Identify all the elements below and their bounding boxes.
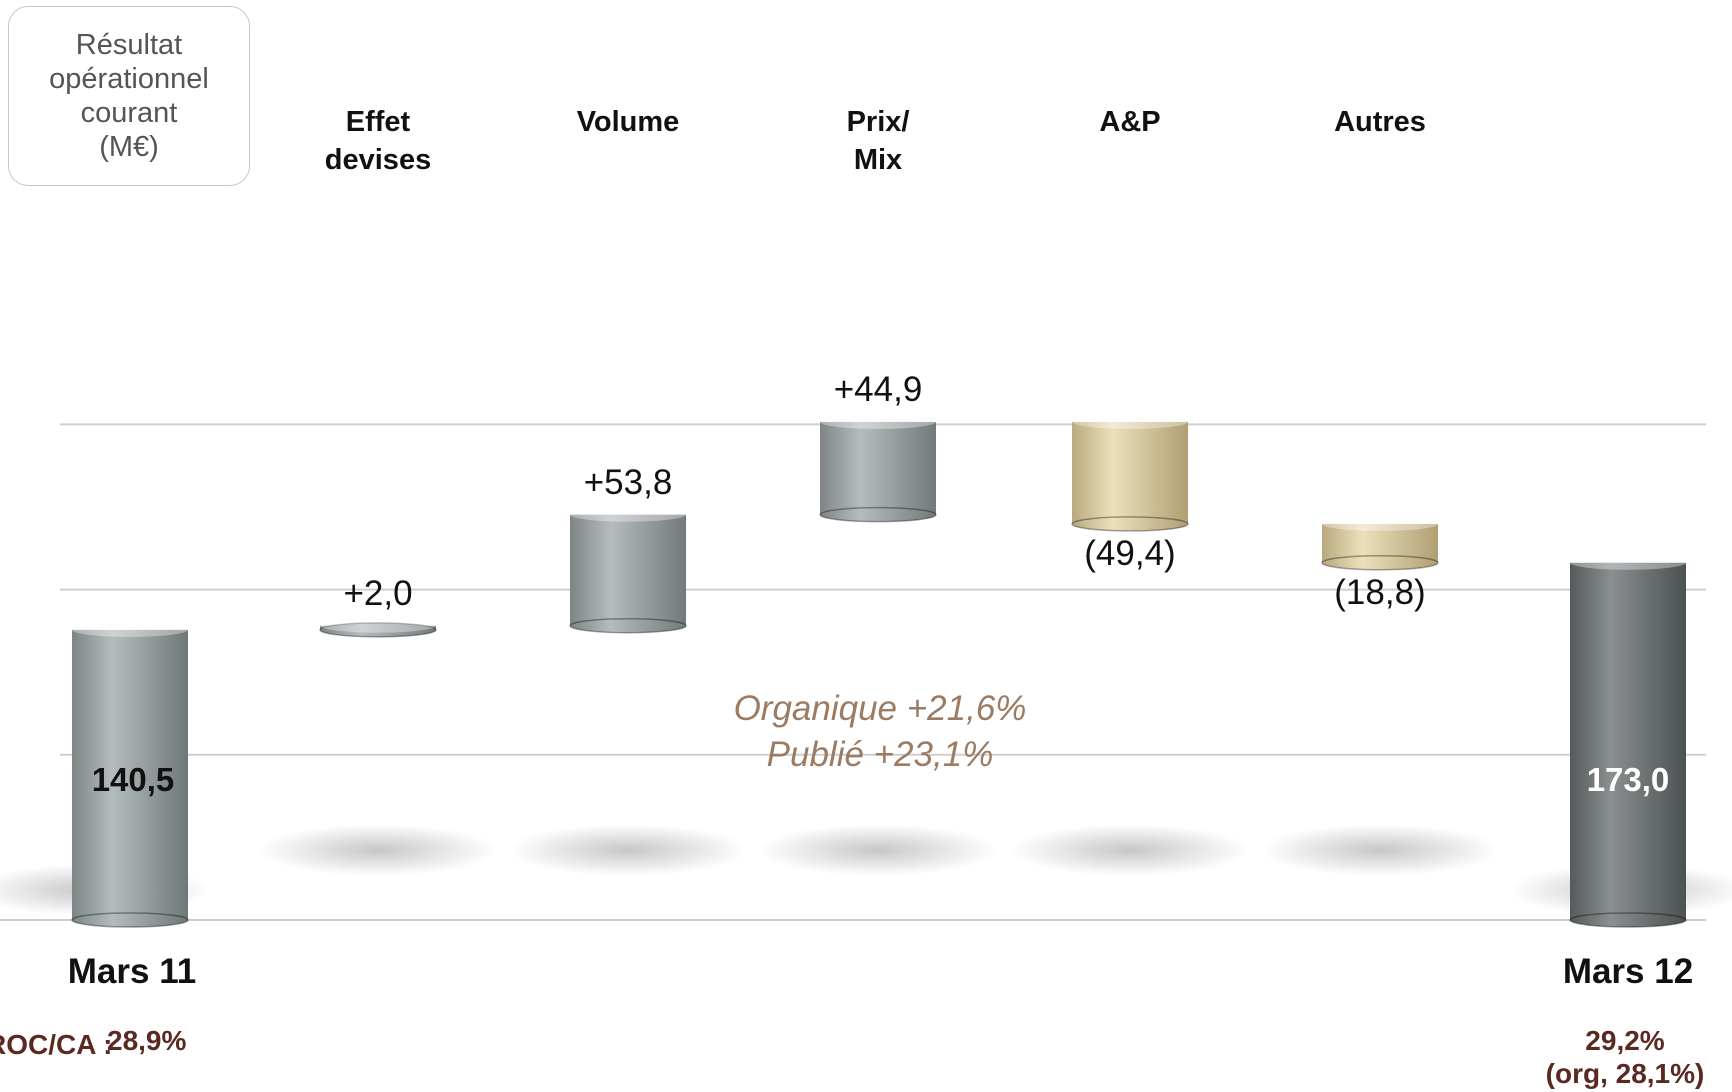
bar-prix-mix bbox=[819, 414, 937, 523]
value-label-volume: +53,8 bbox=[583, 462, 673, 502]
growth-reported: Publié +23,1% bbox=[766, 735, 994, 774]
bar-shadow bbox=[258, 824, 498, 876]
bar-mars-11 bbox=[71, 622, 189, 928]
unit-line-1: Résultat bbox=[75, 29, 183, 61]
category-label-autres: Autres bbox=[1334, 106, 1426, 138]
unit-line-4: (M€) bbox=[99, 131, 159, 163]
bars bbox=[71, 414, 1687, 928]
unit-box: Résultat opérationnel courant (M€) bbox=[8, 6, 250, 186]
category-label-volume: Volume bbox=[576, 106, 680, 138]
category-label-effet-devises: Effet devises bbox=[324, 106, 432, 176]
value-label-a-p: (49,4) bbox=[1084, 533, 1176, 573]
category-label-mars-11: Mars 11 bbox=[67, 952, 197, 991]
category-label-mars-12: Mars 12 bbox=[1562, 952, 1694, 991]
bar-effet-devises bbox=[319, 618, 437, 638]
bar-mars-12 bbox=[1569, 555, 1687, 928]
value-label-autres: (18,8) bbox=[1334, 572, 1426, 612]
ratio-end-organic: (org, 28,1%) bbox=[1545, 1058, 1705, 1089]
category-label-prix-mix: Prix/ Mix bbox=[846, 106, 910, 176]
value-label-mars-11: 140,5 bbox=[91, 761, 175, 798]
bar-volume bbox=[569, 507, 687, 634]
bar-autres bbox=[1321, 516, 1439, 571]
category-label-a-p: A&P bbox=[1099, 106, 1161, 138]
ratio-end-value: 29,2% bbox=[1585, 1025, 1665, 1056]
bar-shadows bbox=[0, 824, 1732, 916]
bar-a-p bbox=[1071, 414, 1189, 532]
bar-shadow bbox=[758, 824, 998, 876]
bar-shadow bbox=[508, 824, 748, 876]
value-label-prix-mix: +44,9 bbox=[833, 369, 923, 409]
value-label-effet-devises: +2,0 bbox=[343, 573, 413, 613]
bar-shadow bbox=[1010, 824, 1250, 876]
value-label-mars-12: 173,0 bbox=[1586, 761, 1670, 798]
growth-organic: Organique +21,6% bbox=[733, 689, 1027, 728]
ratio-label: ROC/CA : bbox=[0, 1029, 113, 1060]
bar-shadow bbox=[1260, 824, 1500, 876]
ratio-start-value: 28,9% bbox=[107, 1025, 187, 1056]
unit-line-2: opérationnel bbox=[49, 63, 209, 95]
unit-line-3: courant bbox=[80, 97, 178, 129]
